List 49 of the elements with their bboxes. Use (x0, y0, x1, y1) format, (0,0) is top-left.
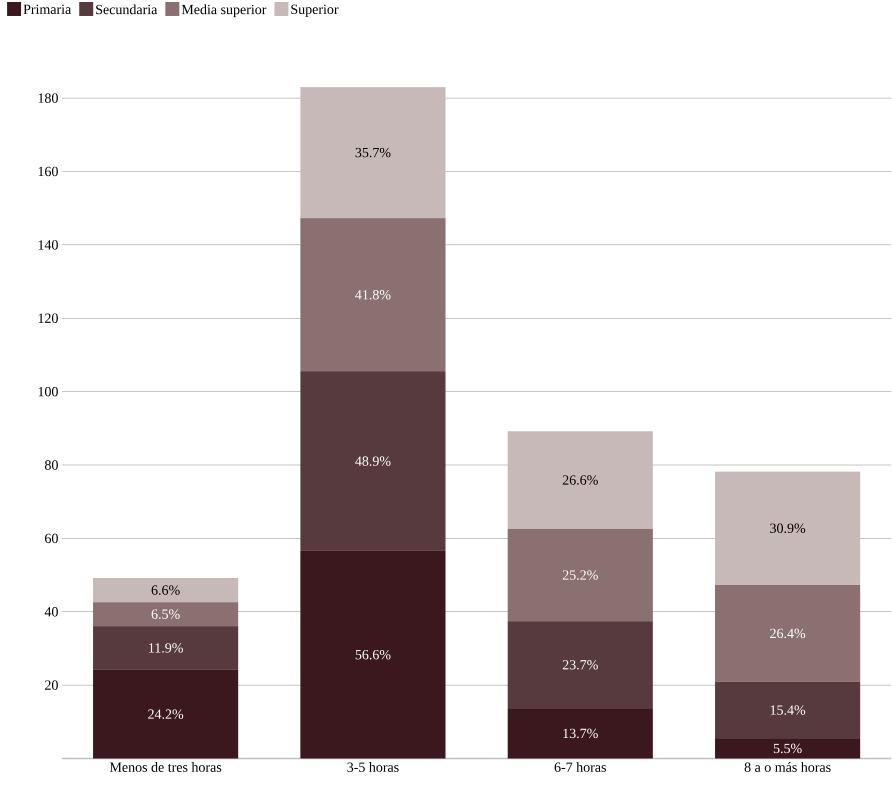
data-label: 48.9% (355, 456, 391, 466)
data-label: 24.2% (148, 710, 184, 720)
x-tick-label: 8 a o más horas (744, 762, 831, 772)
bar (508, 431, 653, 530)
bar (93, 602, 238, 626)
y-tick-label: 100 (38, 387, 58, 397)
data-label: 6.5% (152, 610, 180, 620)
bar (93, 670, 238, 759)
legend-label: Primaria (23, 4, 72, 14)
data-label: 41.8% (355, 290, 391, 300)
bar (715, 472, 860, 586)
data-label: 11.9% (149, 643, 183, 653)
legend-label: Media superior (182, 4, 266, 18)
x-tick-label: 3-5 horas (347, 762, 399, 772)
bar (300, 372, 446, 552)
data-label: 13.7% (563, 728, 598, 738)
data-label: 26.6% (562, 476, 598, 486)
data-label: 25.2% (562, 570, 598, 580)
legend-label: Superior (291, 4, 338, 18)
bar (93, 578, 238, 602)
data-label: 35.7% (356, 148, 391, 158)
bar (715, 682, 860, 739)
data-label: 6.6% (152, 586, 180, 596)
legend-label: Secundaria (96, 4, 158, 14)
x-tick-label: 6-7 horas (554, 762, 606, 772)
bar (300, 551, 446, 759)
y-tick-label: 160 (38, 167, 58, 176)
y-tick-label: 20 (45, 680, 58, 690)
data-label: 26.4% (770, 628, 806, 638)
bar (715, 585, 860, 682)
data-label: 56.6% (356, 650, 391, 660)
data-label: 23.7% (562, 660, 598, 670)
bar (300, 87, 446, 218)
y-tick-label: 40 (44, 607, 58, 617)
bar (508, 708, 653, 759)
bar (93, 626, 238, 670)
y-tick-label: 60 (45, 534, 58, 544)
bar (508, 529, 653, 622)
data-label: 15.4% (770, 706, 806, 716)
bar (508, 622, 653, 709)
bar (300, 218, 446, 372)
x-tick-label: Menos de tres horas (110, 762, 222, 772)
y-tick-label: 140 (38, 240, 58, 250)
data-label: 5.5% (774, 744, 802, 754)
bar (715, 738, 860, 759)
y-tick-label: 120 (38, 314, 58, 324)
data-label: 30.9% (770, 524, 806, 534)
y-tick-label: 180 (38, 94, 58, 104)
y-tick-label: 80 (44, 460, 58, 470)
